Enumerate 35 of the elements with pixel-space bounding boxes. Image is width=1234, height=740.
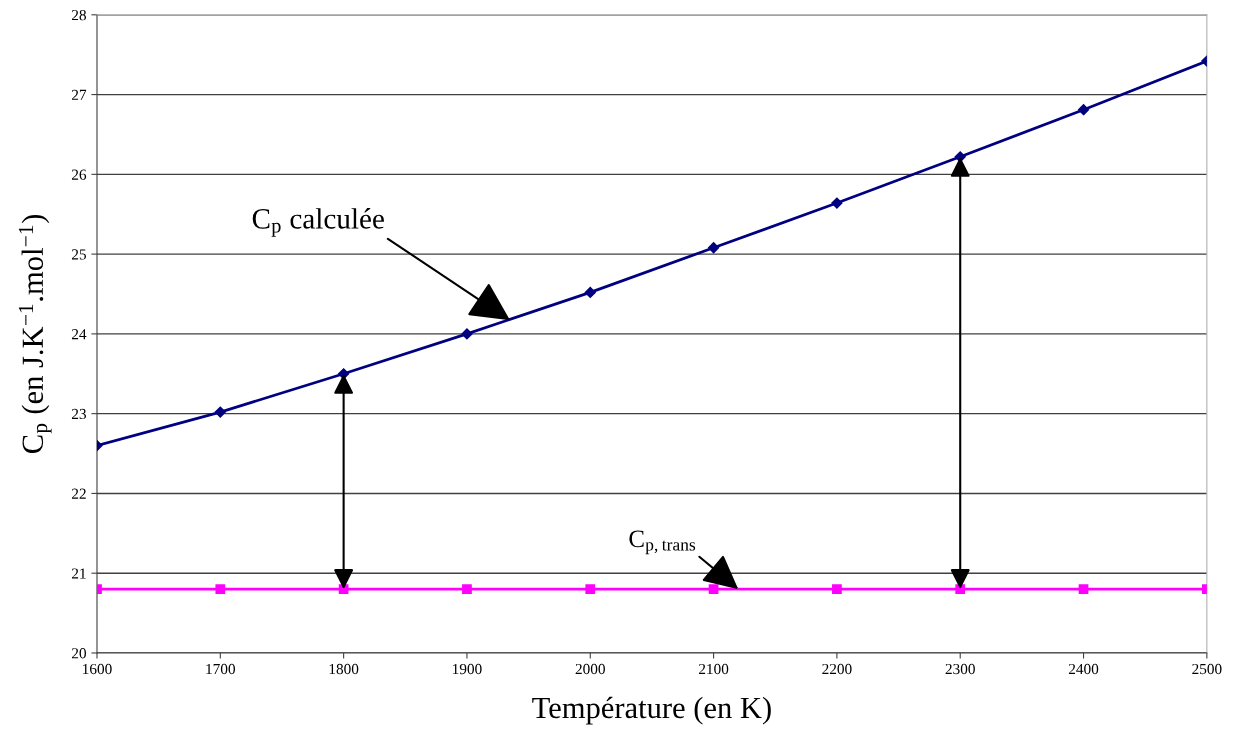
y-tick-label: 26 xyxy=(71,169,87,180)
y-tick-label: 21 xyxy=(71,568,86,579)
x-tick-label: 2500 xyxy=(1192,663,1222,675)
point xyxy=(1077,104,1090,116)
x-tick-label: 1900 xyxy=(453,663,482,675)
y-tick-label: 20 xyxy=(71,648,86,659)
point xyxy=(214,406,226,418)
y-tick-label: 23 xyxy=(71,408,86,420)
point xyxy=(585,584,596,595)
x-axis-title: Température (en K) xyxy=(532,696,771,725)
x-tick-label: 2200 xyxy=(822,663,852,675)
y-tick-label: 25 xyxy=(71,249,86,260)
annotation: C$_{p}$ calculée xyxy=(252,208,384,237)
x-tick-label: 1800 xyxy=(329,663,359,675)
x-tick-label: 2100 xyxy=(698,663,729,675)
point xyxy=(707,242,720,254)
y-axis-title: C$_{p}$ (en J.K$^{−1}$.mol$^{−1}$) xyxy=(18,214,52,454)
point xyxy=(708,584,719,595)
x-tick-label: 2000 xyxy=(575,663,605,675)
point xyxy=(215,584,226,595)
point xyxy=(1078,584,1089,595)
y-tick-label: 24 xyxy=(71,329,87,340)
x-tick-label: 1600 xyxy=(83,663,112,675)
point xyxy=(461,328,473,340)
y-tick-label: 28 xyxy=(71,9,86,21)
annotation: C$_{p,trans}$ xyxy=(629,530,696,555)
point xyxy=(832,584,842,595)
x-tick-label: 2300 xyxy=(945,663,975,675)
point xyxy=(462,584,472,595)
x-tick-label: 2400 xyxy=(1068,663,1099,675)
y-tick-label: 22 xyxy=(71,488,86,499)
x-tick-label: 1700 xyxy=(206,663,236,675)
point xyxy=(831,197,843,209)
y-tick-label: 27 xyxy=(71,89,87,100)
point xyxy=(584,286,596,299)
